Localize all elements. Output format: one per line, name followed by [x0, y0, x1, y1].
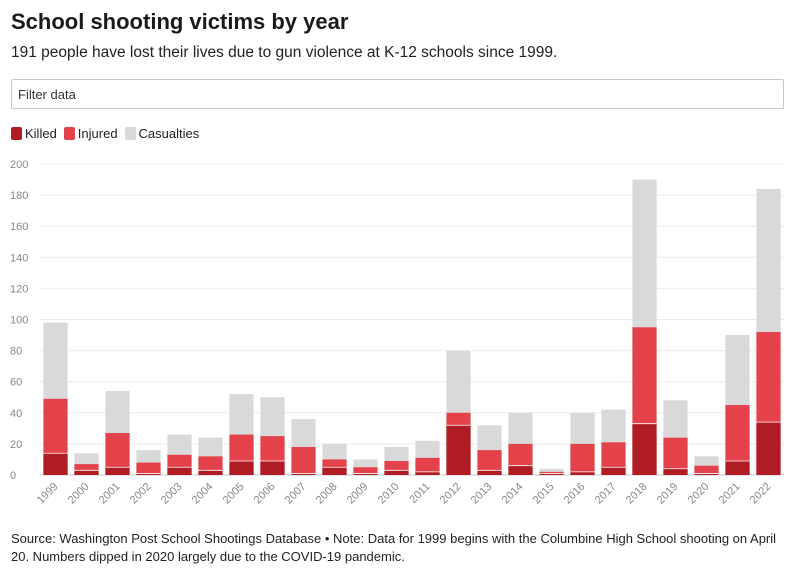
- legend-swatch-injured: [63, 127, 75, 140]
- source-note: Source: Washington Post School Shootings…: [11, 531, 777, 564]
- bar-injured-2011: [415, 457, 440, 475]
- chart-subtitle: 191 people have lost their lives due to …: [11, 44, 558, 61]
- bar-injured-2007: [291, 447, 316, 475]
- x-tick-label-2006: 2006: [252, 481, 278, 507]
- bar-killed-1999: [43, 453, 68, 475]
- x-tick-label-2022: 2022: [748, 481, 774, 507]
- bar-killed-2018: [632, 423, 657, 475]
- legend-item-injured[interactable]: Injured: [63, 126, 118, 141]
- y-tick-label-0: 0: [10, 470, 16, 482]
- x-tick-label-2014: 2014: [500, 481, 526, 507]
- y-tick-label-120: 120: [10, 283, 28, 295]
- x-tick-label-2007: 2007: [283, 481, 309, 507]
- bar-killed-2010: [384, 470, 409, 475]
- bar-killed-2005: [229, 461, 254, 475]
- bar-injured-2009: [353, 467, 378, 475]
- legend-item-killed[interactable]: Killed: [11, 126, 57, 141]
- legend-item-casualties[interactable]: Casualties: [124, 126, 200, 141]
- bar-killed-2012: [446, 425, 471, 475]
- x-tick-label-2010: 2010: [376, 481, 402, 507]
- bar-injured-2016: [570, 443, 595, 475]
- x-tick-label-2015: 2015: [531, 481, 557, 507]
- legend-label-killed: Killed: [25, 126, 57, 141]
- legend-swatch-killed: [11, 127, 22, 140]
- bar-killed-2009: [353, 473, 378, 475]
- x-tick-label-2020: 2020: [686, 481, 712, 507]
- bar-killed-2002: [136, 473, 161, 475]
- x-tick-label-2016: 2016: [562, 481, 588, 507]
- bar-killed-2000: [74, 470, 99, 475]
- bar-killed-2019: [663, 468, 688, 475]
- y-tick-label-60: 60: [10, 377, 22, 389]
- legend-swatch-casualties: [124, 127, 136, 140]
- legend-label-injured: Injured: [77, 126, 118, 141]
- chart-title: School shooting victims by year: [11, 9, 349, 34]
- y-tick-label-100: 100: [10, 315, 28, 327]
- chart-legend: Killed Injured Casualties: [11, 126, 206, 141]
- y-tick-label-40: 40: [10, 408, 22, 420]
- x-tick-label-2012: 2012: [438, 481, 464, 507]
- bar-killed-2017: [601, 467, 626, 475]
- bar-killed-2003: [167, 467, 192, 475]
- filter-data-input[interactable]: [11, 79, 784, 109]
- y-tick-label-180: 180: [10, 190, 28, 202]
- bar-killed-2016: [570, 471, 595, 475]
- legend-label-casualties: Casualties: [138, 126, 200, 141]
- bar-killed-2011: [415, 471, 440, 475]
- y-tick-label-20: 20: [10, 439, 22, 451]
- x-tick-label-2009: 2009: [345, 481, 371, 507]
- bar-killed-2008: [322, 467, 347, 475]
- x-tick-label-2008: 2008: [314, 481, 340, 507]
- x-tick-label-2021: 2021: [717, 481, 743, 507]
- x-tick-label-2019: 2019: [655, 481, 681, 507]
- x-tick-label-2018: 2018: [624, 481, 650, 507]
- bar-killed-2013: [477, 470, 502, 475]
- bar-killed-2021: [725, 461, 750, 475]
- x-tick-label-2013: 2013: [469, 481, 495, 507]
- x-tick-label-2001: 2001: [97, 481, 123, 507]
- bar-injured-2002: [136, 462, 161, 475]
- bar-killed-2015: [539, 473, 564, 475]
- x-tick-label-2002: 2002: [128, 481, 154, 507]
- y-tick-label-160: 160: [10, 221, 28, 233]
- bar-killed-2020: [694, 473, 719, 475]
- bar-killed-2004: [198, 470, 223, 475]
- bar-injured-2000: [74, 464, 99, 475]
- bar-killed-2001: [105, 467, 130, 475]
- x-tick-label-1999: 1999: [35, 481, 61, 507]
- bar-killed-2014: [508, 465, 533, 475]
- y-tick-label-200: 200: [10, 159, 28, 171]
- x-tick-label-2017: 2017: [593, 481, 619, 507]
- x-tick-label-2000: 2000: [66, 481, 92, 507]
- x-tick-label-2003: 2003: [159, 481, 185, 507]
- bar-killed-2006: [260, 461, 285, 475]
- x-tick-label-2004: 2004: [190, 481, 216, 507]
- bar-killed-2007: [291, 473, 316, 475]
- bar-injured-2020: [694, 465, 719, 475]
- x-tick-label-2011: 2011: [407, 481, 432, 506]
- y-tick-label-80: 80: [10, 346, 22, 358]
- y-tick-label-140: 140: [10, 252, 28, 264]
- bar-killed-2022: [756, 422, 781, 475]
- x-tick-label-2005: 2005: [221, 481, 247, 507]
